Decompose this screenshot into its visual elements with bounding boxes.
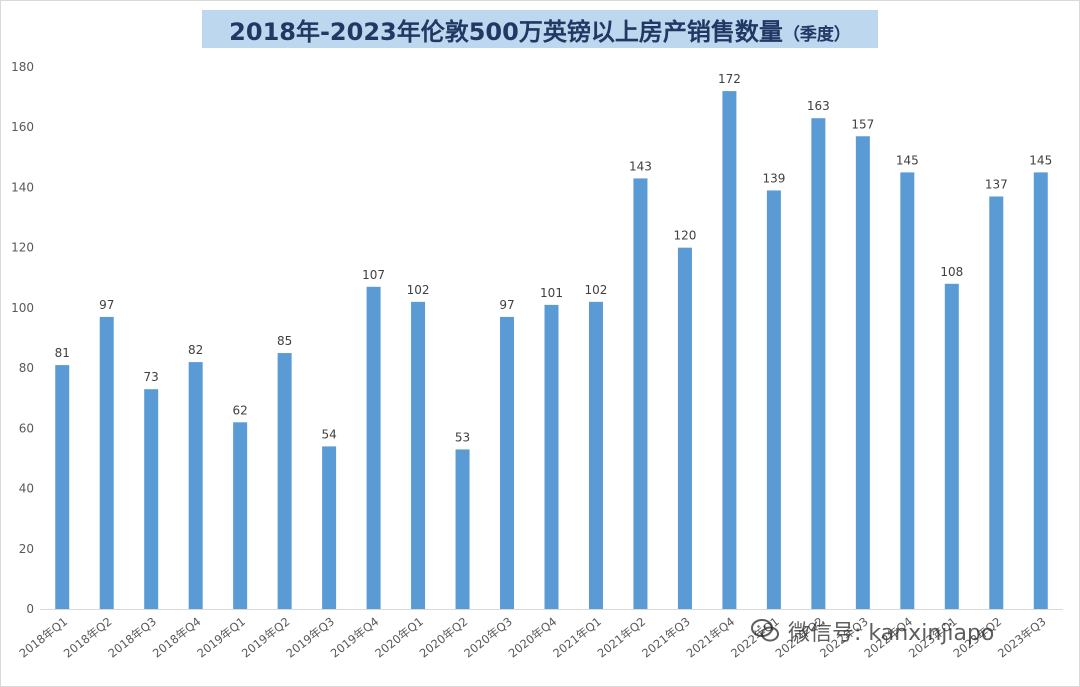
x-tick-label: 2018年Q2 — [61, 614, 115, 660]
bar — [277, 353, 292, 609]
data-label: 137 — [985, 177, 1008, 191]
y-tick-label: 0 — [26, 602, 34, 616]
watermark: 微信号: kanxinjiapo — [750, 615, 994, 647]
y-tick-label: 60 — [19, 421, 34, 435]
bar — [411, 301, 426, 609]
y-tick-label: 120 — [11, 241, 34, 255]
data-label: 143 — [629, 159, 652, 173]
data-label: 120 — [673, 229, 696, 243]
y-tick-label: 140 — [11, 180, 34, 194]
bar — [766, 190, 781, 609]
data-label: 62 — [233, 403, 248, 417]
x-tick-label: 2021年Q1 — [550, 614, 604, 660]
data-label: 73 — [144, 370, 159, 384]
data-label: 145 — [896, 153, 919, 167]
x-tick-label: 2020年Q3 — [461, 614, 515, 660]
chart-subtitle: （季度） — [782, 24, 851, 45]
y-tick-label: 20 — [19, 542, 34, 556]
bar — [722, 91, 737, 610]
data-label: 97 — [99, 298, 114, 312]
x-tick-label: 2019年Q2 — [239, 614, 293, 660]
data-label: 145 — [1029, 153, 1052, 167]
x-tick-label: 2021年Q4 — [684, 614, 738, 660]
data-label: 163 — [807, 99, 830, 113]
bar — [233, 422, 248, 609]
data-label: 54 — [321, 427, 336, 441]
x-tick-label: 2020年Q2 — [417, 614, 471, 660]
data-label: 157 — [851, 117, 874, 131]
y-tick-label: 80 — [19, 361, 34, 375]
bar — [633, 178, 648, 609]
y-tick-label: 180 — [11, 60, 34, 74]
bar — [811, 118, 826, 609]
x-tick-label: 2019年Q3 — [283, 614, 337, 660]
data-label: 102 — [407, 283, 430, 297]
chart-title: 2018年-2023年伦敦500万英镑以上房产销售数量（季度） — [229, 17, 851, 46]
data-label: 53 — [455, 430, 470, 444]
y-axis: 0 20 40 60 80 100 120 140 160 180 — [11, 60, 34, 616]
x-tick-label: 2020年Q1 — [372, 614, 426, 660]
bar — [1033, 172, 1048, 609]
x-tick-label: 2020年Q4 — [506, 614, 560, 660]
bar — [588, 301, 603, 609]
bar — [855, 136, 870, 609]
x-tick-label: 2018年Q4 — [150, 614, 204, 660]
bar — [455, 449, 470, 609]
bar — [544, 304, 559, 609]
data-label: 172 — [718, 72, 741, 86]
data-label: 102 — [585, 283, 608, 297]
data-label: 82 — [188, 343, 203, 357]
y-tick-label: 40 — [19, 482, 34, 496]
x-tick-label: 2018年Q1 — [16, 614, 70, 660]
bar — [366, 286, 381, 609]
x-tick-label: 2021年Q3 — [639, 614, 693, 660]
data-label: 139 — [762, 171, 785, 185]
chart-title-box: 2018年-2023年伦敦500万英镑以上房产销售数量（季度） — [202, 10, 878, 48]
bar — [989, 196, 1004, 609]
bar — [55, 365, 70, 609]
data-label: 107 — [362, 268, 385, 282]
x-tick-label: 2019年Q4 — [328, 614, 382, 660]
data-label: 97 — [499, 298, 514, 312]
bar — [900, 172, 915, 609]
y-tick-label: 160 — [11, 120, 34, 134]
bar — [144, 389, 159, 609]
data-labels: 81 97 73 82 62 85 54 107 102 53 97 101 102 143 120 172 1… — [55, 72, 1053, 444]
x-tick-label: 2019年Q1 — [194, 614, 248, 660]
data-label: 101 — [540, 286, 563, 300]
watermark-text: 微信号: kanxinjiapo — [788, 621, 995, 646]
bar — [188, 362, 203, 609]
x-tick-label: 2021年Q2 — [595, 614, 649, 660]
data-label: 81 — [55, 346, 70, 360]
x-tick-label: 2023年Q3 — [995, 614, 1049, 660]
wechat-icon — [751, 619, 779, 642]
x-tick-label: 2018年Q3 — [105, 614, 159, 660]
bars — [55, 91, 1048, 610]
data-label: 108 — [940, 265, 963, 279]
data-label: 85 — [277, 334, 292, 348]
bar — [944, 283, 959, 609]
bar — [322, 446, 337, 609]
bar — [99, 316, 114, 609]
y-tick-label: 100 — [11, 301, 34, 315]
bar — [677, 247, 692, 609]
bar — [500, 316, 515, 609]
